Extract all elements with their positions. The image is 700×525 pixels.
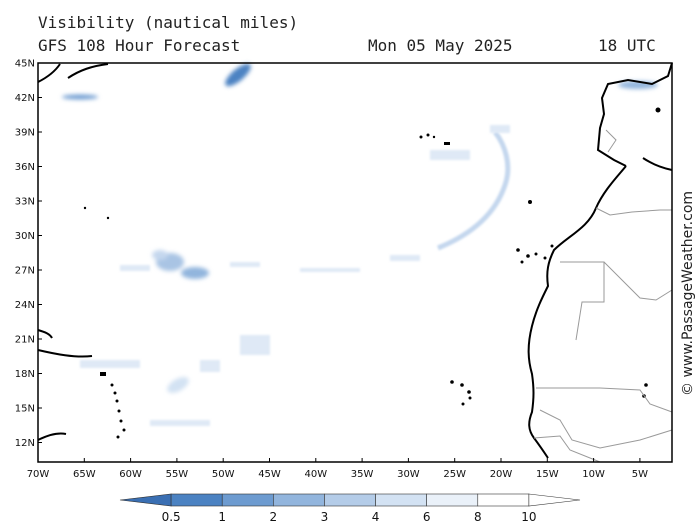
lat-tick-label: 18N <box>15 369 35 380</box>
lat-tick-label: 30N <box>15 231 35 242</box>
lat-tick-label: 24N <box>15 300 35 311</box>
lat-tick-label: 27N <box>15 266 35 277</box>
color-legend: 0.5 1 2 3 4 6 8 10 <box>119 493 581 524</box>
forecast-date: Mon 05 May 2025 <box>368 36 513 55</box>
legend-swatch <box>170 493 223 507</box>
lon-tick-label: 15W <box>536 469 559 480</box>
lon-tick-label: 60W <box>119 469 142 480</box>
legend-swatch <box>375 493 427 507</box>
legend-arrow-low <box>119 493 172 507</box>
country-borders <box>533 129 673 463</box>
lon-tick-label: 50W <box>212 469 235 480</box>
lat-tick-label: 45N <box>15 59 35 70</box>
coastlines <box>37 62 673 459</box>
visibility-shading <box>62 63 658 426</box>
longitude-axis: 70W 65W 60W 55W 50W 45W 40W 35W 30W 25W 20W 15W 10W 5… <box>27 458 648 480</box>
forecast-subtitle: GFS 108 Hour Forecast <box>38 36 241 55</box>
legend-label: 8 <box>474 510 482 524</box>
lon-tick-label: 45W <box>258 469 281 480</box>
map-title: Visibility (nautical miles) <box>38 13 299 32</box>
lat-tick-label: 39N <box>15 128 35 139</box>
lon-tick-label: 65W <box>73 469 96 480</box>
legend-swatch <box>273 493 325 507</box>
legend-label: 4 <box>372 510 380 524</box>
legend-label: 0.5 <box>162 510 181 524</box>
lon-tick-label: 70W <box>27 469 50 480</box>
legend-label: 10 <box>521 510 536 524</box>
lon-tick-label: 30W <box>397 469 420 480</box>
lat-tick-label: 21N <box>15 335 35 346</box>
lon-tick-label: 35W <box>351 469 374 480</box>
lon-tick-label: 25W <box>443 469 466 480</box>
legend-swatch <box>221 493 274 507</box>
lon-tick-label: 20W <box>490 469 513 480</box>
legend-label: 3 <box>321 510 329 524</box>
lat-tick-label: 15N <box>15 404 35 415</box>
latitude-axis: 45N 42N 39N 36N 33N 30N 27N 24N 21N 18N 15N 12N <box>15 59 42 449</box>
lat-tick-label: 12N <box>15 438 35 449</box>
lon-tick-label: 55W <box>166 469 189 480</box>
lon-tick-label: 10W <box>582 469 605 480</box>
lon-tick-label: 5W <box>632 469 648 480</box>
legend-label: 1 <box>218 510 226 524</box>
legend-arrow-high <box>528 493 581 507</box>
lat-tick-label: 33N <box>15 197 35 208</box>
credit-text: © www.PassageWeather.com <box>680 191 696 396</box>
legend-label: 2 <box>270 510 278 524</box>
legend-swatch <box>477 493 530 507</box>
credit-text-box: © www.PassageWeather.com <box>680 191 696 396</box>
lat-tick-label: 42N <box>15 93 35 104</box>
legend-swatch <box>426 493 479 507</box>
lat-tick-label: 36N <box>15 162 35 173</box>
legend-label: 6 <box>423 510 431 524</box>
legend-swatch <box>324 493 376 507</box>
islands <box>83 107 661 439</box>
map-frame <box>37 62 673 463</box>
forecast-time: 18 UTC <box>598 36 656 55</box>
lon-tick-label: 40W <box>304 469 327 480</box>
